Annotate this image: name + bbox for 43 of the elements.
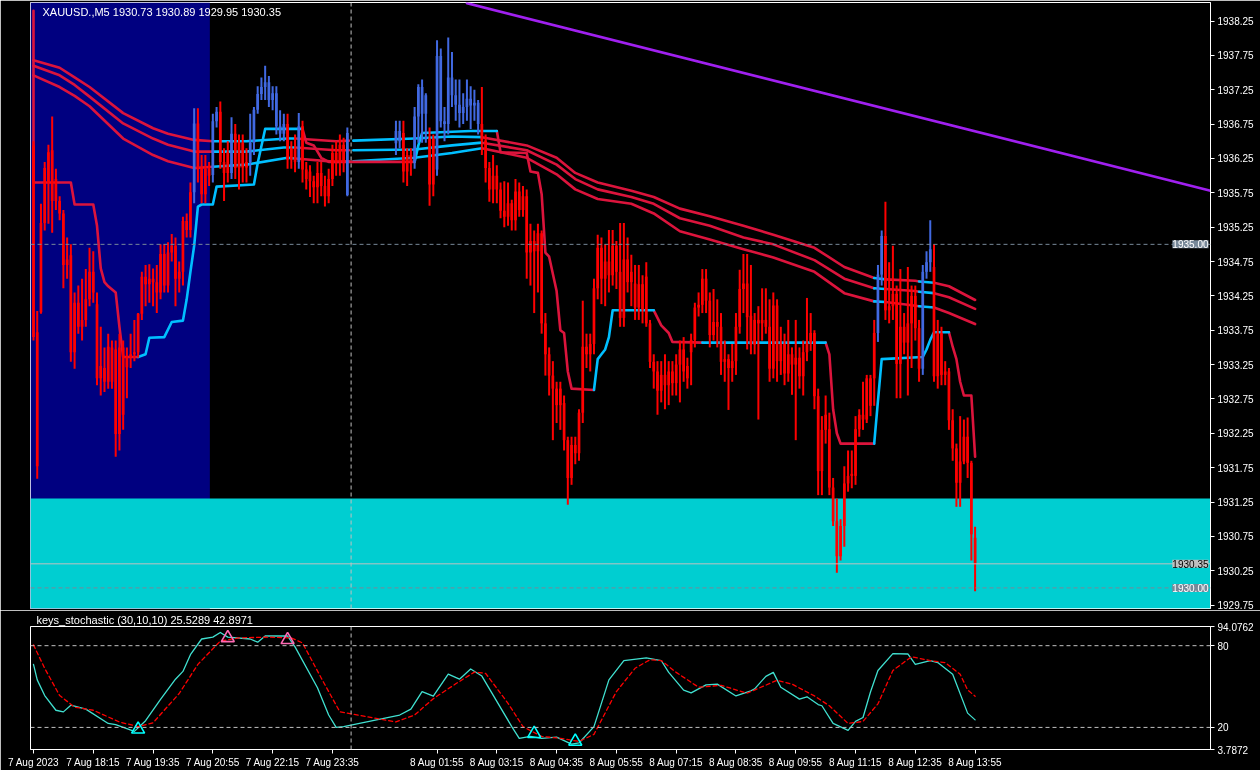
x-tick-label: 8 Aug 12:35 xyxy=(888,756,943,768)
x-tick-label: 7 Aug 2023 xyxy=(7,756,59,768)
y-tick-label: 1933.75 xyxy=(1217,325,1255,337)
y-tick-label: 80 xyxy=(1217,640,1230,652)
y-tick-label: 1930.75 xyxy=(1217,531,1255,543)
y-tick-label: 1931.75 xyxy=(1217,462,1255,474)
y-tick-label: 1933.25 xyxy=(1217,359,1255,371)
y-tick-label: 1936.25 xyxy=(1217,153,1255,165)
y-tick-label: 1932.25 xyxy=(1217,428,1255,440)
ref-line-label: 1930.35 xyxy=(1172,558,1209,570)
x-tick-label: 8 Aug 08:35 xyxy=(708,756,763,768)
y-tick-label: 1938.25 xyxy=(1217,16,1255,28)
x-tick-label: 8 Aug 07:15 xyxy=(649,756,704,768)
chart-title: XAUUSD.,M5 1930.73 1930.89 1929.95 1930.35 xyxy=(42,5,282,18)
x-tick-label: 8 Aug 05:55 xyxy=(589,756,644,768)
y-tick-label: 20 xyxy=(1217,722,1230,734)
y-tick-label: 1930.25 xyxy=(1217,565,1255,577)
y-tick-label: 1937.25 xyxy=(1217,84,1255,96)
y-tick-label: 94.0762 xyxy=(1217,621,1255,633)
x-tick-label: 8 Aug 03:15 xyxy=(469,756,524,768)
x-tick-label: 8 Aug 11:15 xyxy=(828,756,883,768)
x-tick-label: 8 Aug 13:55 xyxy=(948,756,1002,768)
ref-line-label: 1930.00 xyxy=(1172,582,1209,594)
x-tick-label: 8 Aug 01:55 xyxy=(410,756,464,768)
y-tick-label: 1934.75 xyxy=(1217,256,1255,268)
y-tick-label: 1935.75 xyxy=(1217,187,1255,199)
y-tick-label: 3.7872 xyxy=(1217,744,1249,756)
y-tick-label: 1936.75 xyxy=(1217,119,1255,131)
x-tick-label: 7 Aug 20:55 xyxy=(185,756,240,768)
y-tick-label: 1935.25 xyxy=(1217,222,1255,234)
ref-line-label: 1935.00 xyxy=(1172,239,1209,251)
chart-title: keys_stochastic (30,10,10) 25.5289 42.8971 xyxy=(36,613,253,626)
y-tick-label: 1932.75 xyxy=(1217,393,1255,405)
x-tick-label: 8 Aug 04:35 xyxy=(529,756,584,768)
x-tick-label: 7 Aug 22:15 xyxy=(245,756,300,768)
x-tick-label: 7 Aug 19:35 xyxy=(126,756,180,768)
y-tick-label: 1934.25 xyxy=(1217,290,1255,302)
x-tick-label: 7 Aug 23:35 xyxy=(305,756,360,768)
x-tick-label: 7 Aug 18:15 xyxy=(66,756,121,768)
x-tick-label: 8 Aug 09:55 xyxy=(768,756,823,768)
y-tick-label: 1937.75 xyxy=(1217,50,1255,62)
y-tick-label: 1931.25 xyxy=(1217,497,1255,508)
y-tick-label: 1929.75 xyxy=(1217,600,1255,612)
